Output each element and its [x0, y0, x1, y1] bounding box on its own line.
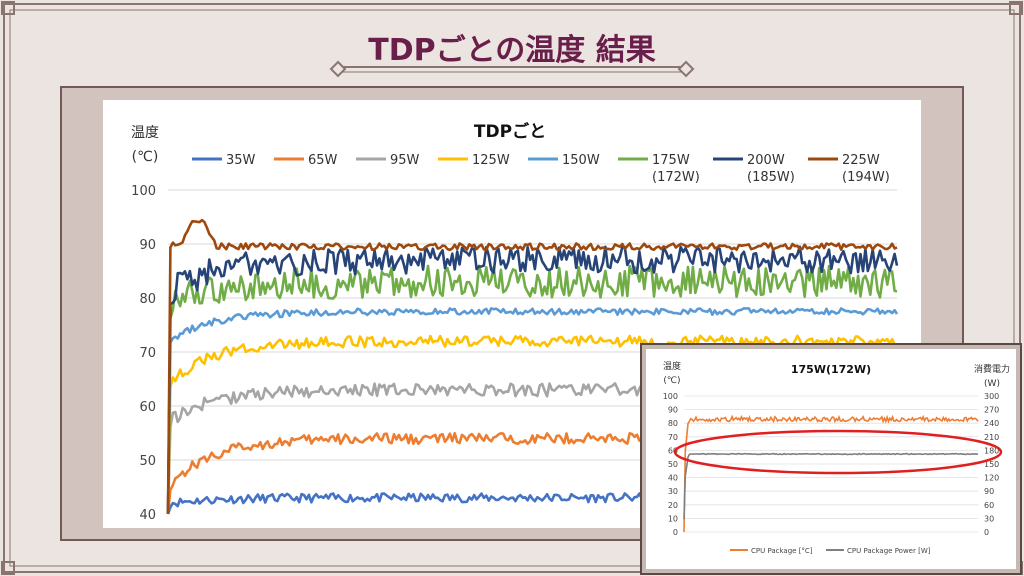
- series-line-225W: [166, 218, 898, 515]
- y-tick-label: 90: [139, 238, 156, 253]
- legend-label: 95W: [390, 153, 420, 168]
- inset-series-line: [683, 452, 979, 520]
- inset-y-tick-label: 60: [668, 446, 678, 455]
- inset-y-axis-label: 温度: [663, 360, 681, 372]
- y-tick-label: 50: [139, 454, 156, 469]
- inset-y-tick-label: 80: [668, 419, 678, 428]
- y-tick-label: 40: [139, 508, 156, 523]
- y-tick-label: 60: [139, 400, 156, 415]
- slide-title: TDPごとの温度 結果: [368, 33, 656, 68]
- legend-label: 175W: [652, 153, 690, 168]
- legend-label-sub: (185W): [747, 170, 795, 185]
- y-tick-label: 100: [131, 184, 156, 199]
- inset-y2-tick-label: 300: [984, 392, 999, 401]
- legend-label: 65W: [308, 153, 338, 168]
- inset-y-tick-label: 100: [663, 392, 678, 401]
- inset-y2-axis-label: 消費電力: [974, 363, 1010, 375]
- inset-y-tick-label: 90: [668, 406, 678, 415]
- inset-y2-tick-label: 240: [984, 419, 999, 428]
- inset-y-tick-label: 50: [668, 460, 678, 469]
- legend-label-sub: (194W): [842, 170, 890, 185]
- y-tick-label: 70: [139, 346, 156, 361]
- y-axis-unit: (℃): [132, 149, 159, 165]
- inset-y2-tick-label: 60: [984, 501, 994, 510]
- inset-legend-label: CPU Package [°C]: [751, 547, 813, 555]
- chart-title: TDPごと: [474, 121, 546, 142]
- inset-legend-label: CPU Package Power [W]: [847, 547, 931, 555]
- diamond-right-icon: [677, 60, 695, 78]
- inset-y2-tick-label: 0: [984, 528, 989, 537]
- inset-y-tick-label: 70: [668, 433, 678, 442]
- series-line-175W: [166, 264, 898, 515]
- inset-y2-tick-label: 180: [984, 446, 999, 455]
- legend-label: 125W: [472, 153, 510, 168]
- inset-y-tick-label: 0: [673, 528, 678, 537]
- legend-label: 150W: [562, 153, 600, 168]
- series-line-200W: [166, 245, 899, 515]
- inset-y-axis-unit: (℃): [663, 376, 680, 386]
- inset-chart-title: 175W(172W): [791, 363, 871, 376]
- legend-label-sub: (172W): [652, 170, 700, 185]
- y-tick-label: 80: [139, 292, 156, 307]
- inset-y2-tick-label: 270: [984, 406, 999, 415]
- inset-y2-tick-label: 120: [984, 474, 999, 483]
- y-axis-label: 温度: [131, 125, 159, 141]
- inset-y2-tick-label: 150: [984, 460, 999, 469]
- inset-y-tick-label: 40: [668, 474, 678, 483]
- inset-series-line: [683, 414, 979, 533]
- legend-label: 35W: [226, 153, 256, 168]
- inset-y2-tick-label: 90: [984, 487, 994, 496]
- legend-label: 225W: [842, 153, 880, 168]
- series-line-150W: [166, 307, 899, 515]
- inset-y-tick-label: 30: [668, 487, 678, 496]
- highlight-ellipse: [673, 429, 1003, 475]
- inset-y2-tick-label: 30: [984, 514, 994, 523]
- legend-label: 200W: [747, 153, 785, 168]
- inset-y-tick-label: 20: [668, 501, 678, 510]
- diamond-left-icon: [329, 60, 347, 78]
- inset-y2-tick-label: 210: [984, 433, 999, 442]
- inset-y2-axis-unit: (W): [984, 379, 1000, 389]
- inset-y-tick-label: 10: [668, 514, 678, 523]
